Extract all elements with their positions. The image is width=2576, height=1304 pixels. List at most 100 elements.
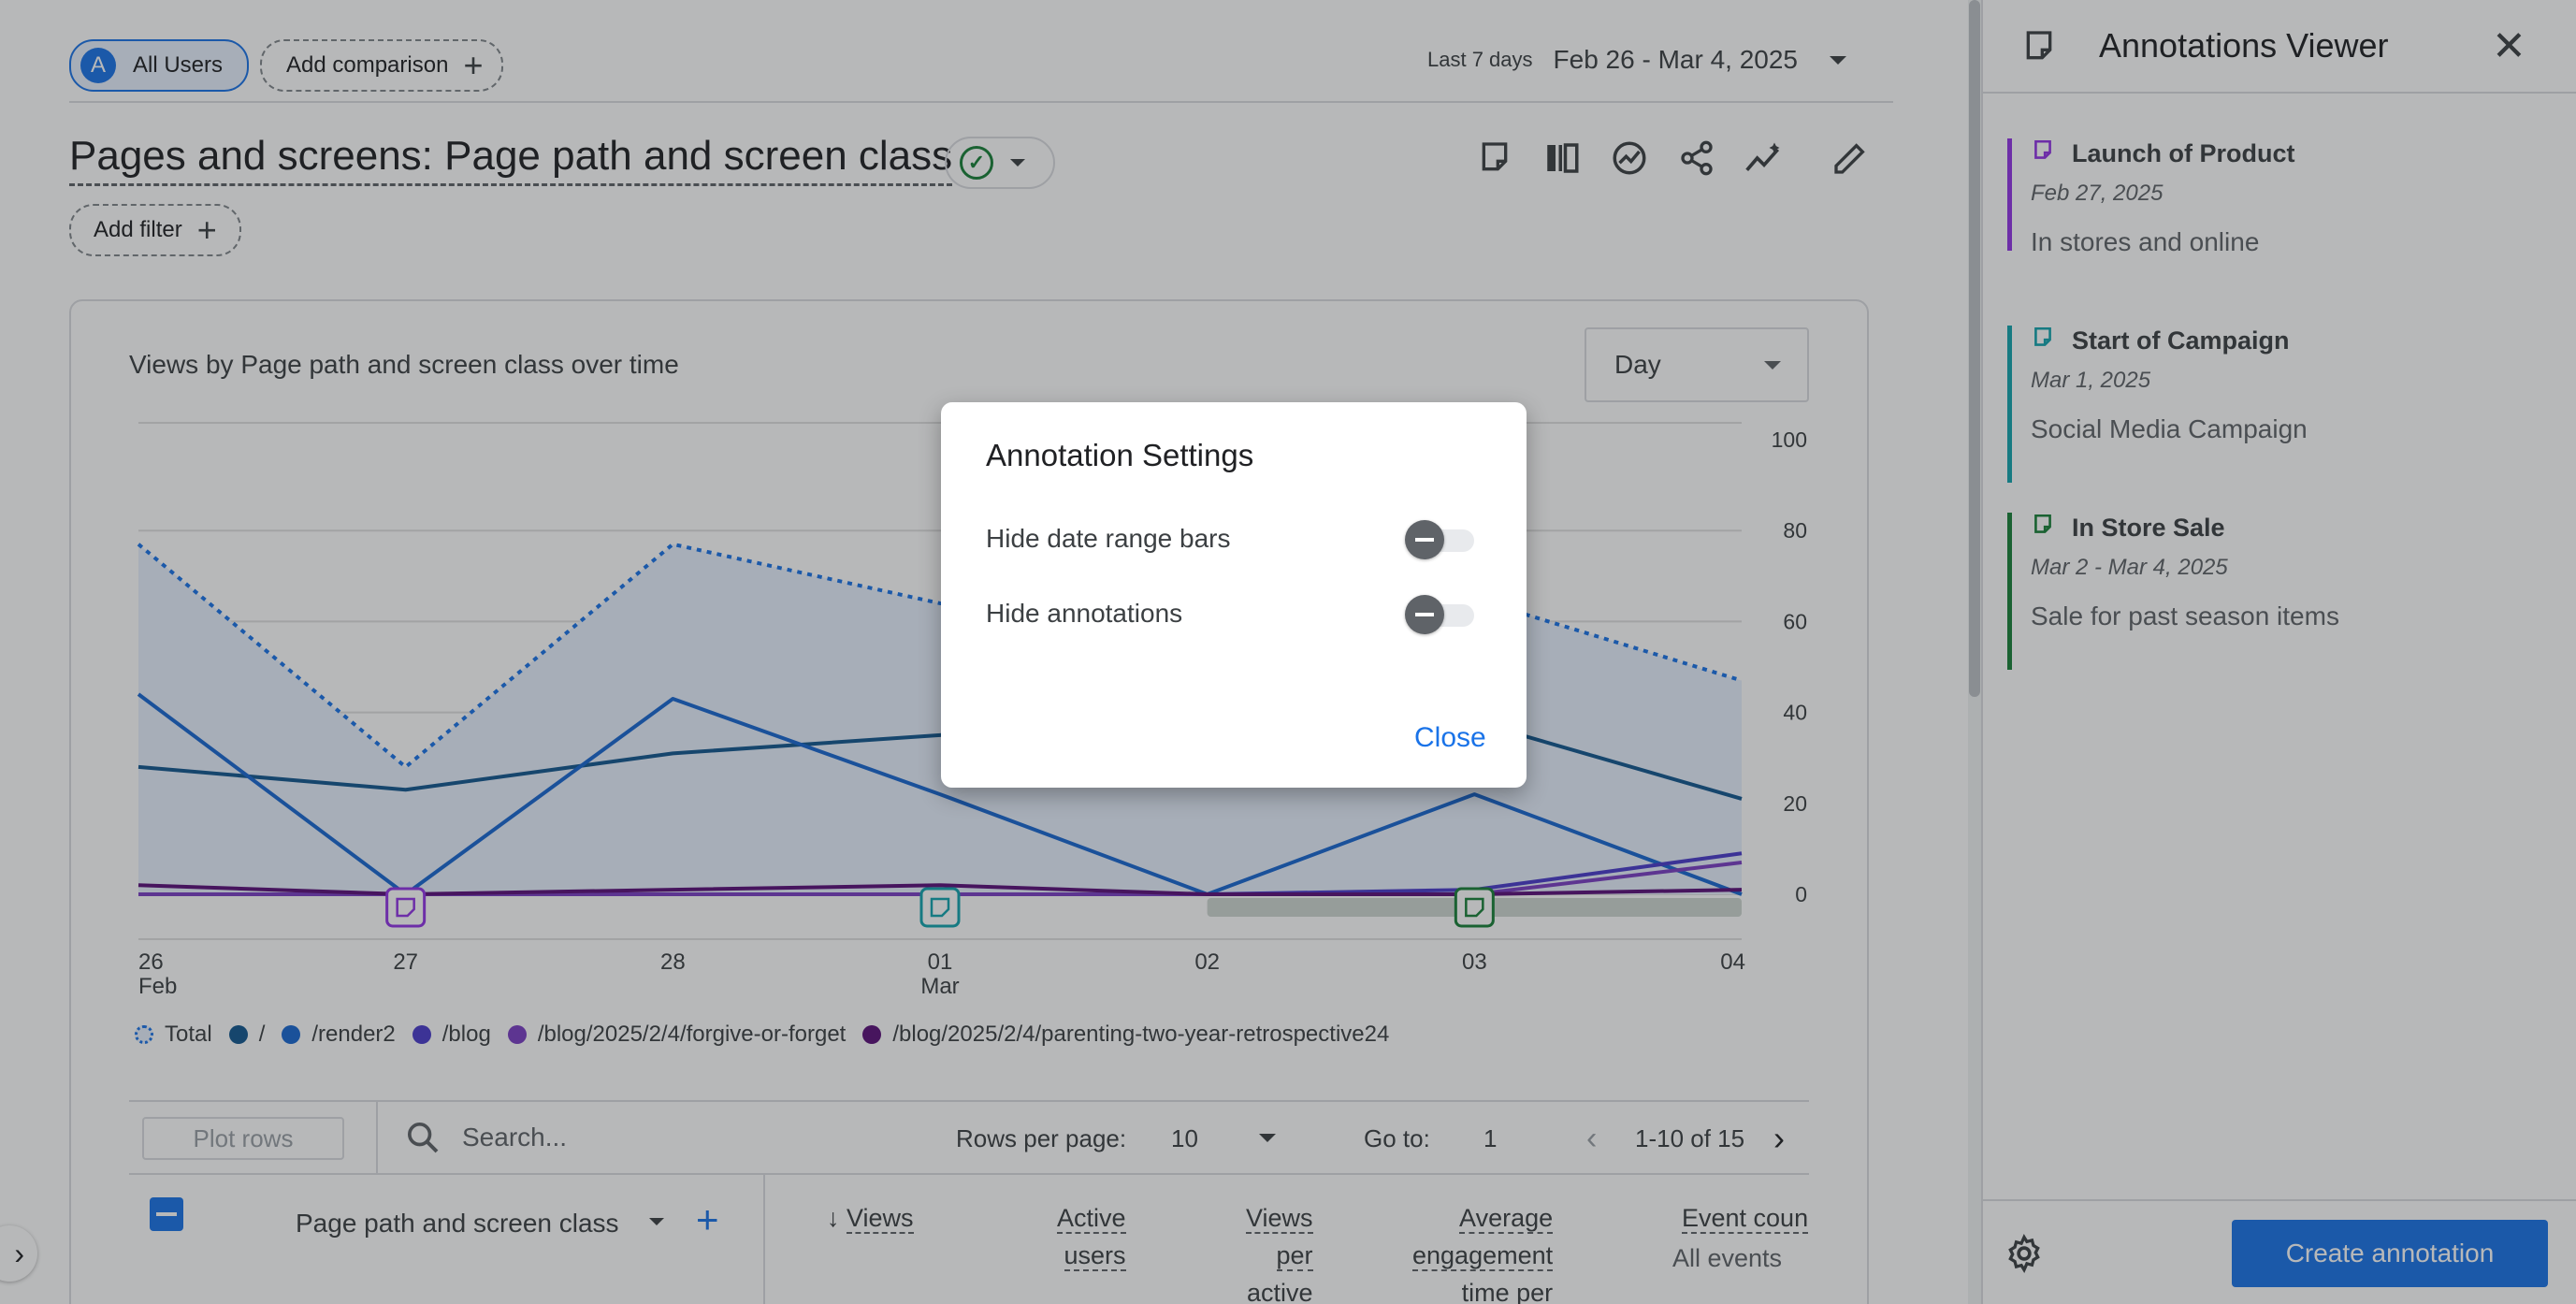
panel-title: Annotations Viewer	[2099, 26, 2389, 65]
divider	[376, 1102, 378, 1175]
y-tick-label: 0	[1795, 882, 1807, 906]
y-tick-label: 60	[1783, 609, 1807, 633]
annotations-panel	[1981, 0, 2576, 1304]
create-annotation-button[interactable]: Create annotation	[2232, 1220, 2548, 1287]
legend-item[interactable]: /blog/2025/2/4/parenting-two-year-retros…	[862, 1021, 1389, 1048]
column-avg-engagement-time[interactable]: Average engagement time per	[1412, 1199, 1554, 1304]
segment-avatar: A	[80, 48, 116, 83]
segment-label: All Users	[133, 52, 224, 78]
gear-icon[interactable]	[2004, 1233, 2045, 1279]
x-tick-label: 28	[660, 949, 686, 975]
date-range-value: Feb 26 - Mar 4, 2025	[1553, 45, 1798, 74]
x-tick-label: 02	[1194, 949, 1220, 975]
divider	[69, 101, 1893, 103]
chevron-down-icon[interactable]	[649, 1218, 664, 1225]
select-all-checkbox[interactable]	[150, 1197, 183, 1231]
compare-icon[interactable]	[1540, 136, 1585, 181]
column-views-per-active-user[interactable]: Views per active	[1246, 1199, 1313, 1304]
y-tick-label: 80	[1783, 518, 1807, 543]
chevron-right-icon[interactable]: ›	[1773, 1119, 1785, 1157]
event-count-subtitle: All events	[1672, 1244, 1783, 1272]
search-input[interactable]	[462, 1123, 836, 1152]
dimension-label[interactable]: Page path and screen class	[296, 1209, 619, 1238]
close-button[interactable]: Close	[1414, 722, 1486, 753]
legend-label: /render2	[311, 1021, 396, 1047]
legend-swatch	[507, 1025, 527, 1044]
report-status-chip[interactable]: ✓	[945, 137, 1055, 189]
add-filter-label: Add filter	[94, 217, 182, 242]
option-label: Hide date range bars	[986, 524, 1231, 553]
chevron-down-icon	[1010, 159, 1025, 167]
annotation-title: In Store Sale	[2072, 514, 2225, 542]
annotation-description: Social Media Campaign	[2031, 414, 2308, 443]
legend-label: Total	[165, 1021, 212, 1047]
scrollbar-thumb[interactable]	[1969, 0, 1980, 697]
x-tick-label: 03	[1462, 949, 1487, 975]
goto-input[interactable]: 1	[1483, 1124, 1498, 1152]
dialog-title: Annotation Settings	[986, 438, 1254, 472]
rows-per-page-select[interactable]: 10	[1171, 1124, 1198, 1152]
add-comparison-button[interactable]: Add comparison +	[260, 39, 504, 92]
annotation-card[interactable]: Start of Campaign Mar 1, 2025 Social Med…	[2007, 326, 2531, 483]
legend-label: /blog/2025/2/4/forgive-or-forget	[537, 1021, 847, 1047]
close-icon[interactable]: ✕	[2492, 23, 2526, 69]
insights-icon[interactable]	[1607, 136, 1652, 181]
column-active-users[interactable]: Active users	[1057, 1204, 1126, 1271]
segment-chip[interactable]: A All Users	[69, 39, 250, 92]
chevron-left-icon[interactable]: ‹	[1586, 1121, 1598, 1156]
annotation-icon	[2031, 326, 2055, 356]
plot-rows-button[interactable]: Plot rows	[142, 1117, 344, 1160]
legend-item[interactable]: /	[228, 1021, 266, 1048]
arrow-down-icon: ↓	[827, 1204, 840, 1232]
annotation-icon	[2031, 513, 2055, 543]
chevron-down-icon	[1764, 360, 1781, 369]
legend-label: /	[258, 1021, 266, 1047]
annotation-date: Feb 27, 2025	[2031, 181, 2164, 206]
column-event-count[interactable]: Event coun	[1682, 1204, 1809, 1234]
annotation-card[interactable]: In Store Sale Mar 2 - Mar 4, 2025 Sale f…	[2007, 513, 2531, 670]
legend-item[interactable]: /blog/2025/2/4/forgive-or-forget	[507, 1021, 847, 1048]
annotation-icon[interactable]	[1472, 136, 1517, 181]
series-line	[137, 542, 1743, 769]
rows-per-page-label: Rows per page:	[956, 1124, 1127, 1152]
y-tick-label: 100	[1772, 427, 1807, 452]
plus-icon: +	[196, 210, 217, 249]
y-tick-label: 20	[1783, 791, 1807, 816]
chart-title: Views by Page path and screen class over…	[129, 350, 679, 379]
x-tick-label: 27	[393, 949, 418, 975]
annotation-settings-dialog: Annotation Settings Hide date range bars…	[941, 402, 1527, 788]
y-tick-label: 40	[1783, 701, 1807, 725]
legend-swatch	[282, 1025, 301, 1044]
hide-date-range-bars-toggle[interactable]	[1405, 520, 1476, 559]
hide-annotations-toggle[interactable]	[1405, 595, 1476, 634]
annotation-marker-icon	[930, 897, 950, 918]
x-tick-sublabel: Feb	[138, 974, 177, 999]
column-views[interactable]: ↓ Views	[827, 1204, 914, 1234]
granularity-select[interactable]: Day	[1585, 327, 1809, 402]
chevron-down-icon	[1830, 55, 1846, 65]
share-icon[interactable]	[1674, 136, 1719, 181]
annotation-icon	[2020, 28, 2058, 70]
annotation-title: Start of Campaign	[2072, 326, 2290, 355]
add-comparison-label: Add comparison	[286, 52, 449, 78]
legend-item[interactable]: /blog	[412, 1021, 491, 1048]
legend-swatch	[135, 1025, 153, 1044]
add-dimension-icon[interactable]: +	[696, 1197, 719, 1241]
date-range-picker[interactable]: Last 7 days Feb 26 - Mar 4, 2025	[1427, 45, 1846, 75]
legend-item[interactable]: Total	[135, 1021, 212, 1048]
x-tick-sublabel: Mar	[920, 974, 959, 999]
search-icon	[404, 1119, 441, 1161]
x-tick-label: 01	[928, 949, 953, 975]
divider	[763, 1175, 765, 1304]
x-tick-label: 26	[138, 949, 164, 975]
divider	[1983, 1199, 2576, 1201]
annotation-date: Mar 1, 2025	[2031, 368, 2151, 393]
goto-label: Go to:	[1364, 1124, 1430, 1152]
edit-icon[interactable]	[1828, 136, 1873, 181]
chevron-down-icon[interactable]	[1259, 1134, 1276, 1142]
trend-icon[interactable]	[1742, 136, 1787, 181]
legend-item[interactable]: /render2	[282, 1021, 396, 1048]
legend-label: /blog	[441, 1021, 491, 1047]
add-filter-button[interactable]: Add filter +	[69, 204, 241, 256]
annotation-card[interactable]: Launch of Product Feb 27, 2025 In stores…	[2007, 138, 2531, 256]
